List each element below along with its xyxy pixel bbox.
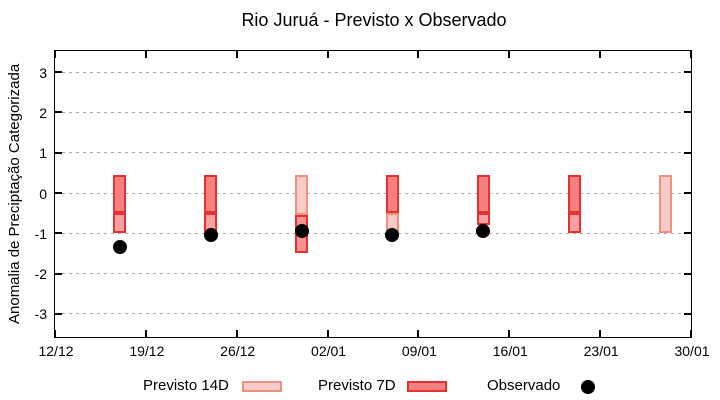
- plot-area: [54, 50, 692, 338]
- x-tick-bottom: [417, 330, 420, 337]
- x-tick-top: [417, 51, 420, 58]
- x-tick-bottom: [599, 330, 602, 337]
- x-tick-label: 23/01: [583, 343, 619, 359]
- x-tick-bottom: [508, 330, 511, 337]
- gridline-y-3: [55, 71, 691, 73]
- x-tick-top: [144, 51, 147, 58]
- x-tick-top: [326, 51, 329, 58]
- legend-swatch-previsto-7d-icon: [407, 381, 447, 392]
- x-tick-bottom: [54, 330, 56, 337]
- x-tick-top: [599, 51, 602, 58]
- x-tick-bottom: [326, 330, 329, 337]
- forecast-bar-7d: [567, 174, 581, 214]
- gridline-y--2: [55, 273, 691, 275]
- y-tick-left: [55, 272, 62, 275]
- forecast-bar-7d: [113, 174, 127, 214]
- x-tick-label: 19/12: [129, 343, 165, 359]
- y-tick-right: [684, 272, 691, 275]
- legend-label-observado: Observado: [487, 377, 561, 394]
- observed-dot: [385, 228, 400, 243]
- legend-observed-dot-icon: [581, 380, 595, 394]
- forecast-bar-7d: [567, 213, 581, 234]
- x-tick-top: [690, 51, 692, 58]
- y-tick-label: 0: [39, 185, 47, 202]
- x-tick-top: [235, 51, 238, 58]
- x-tick-label: 12/12: [38, 343, 74, 359]
- y-tick-right: [684, 192, 691, 194]
- y-tick-right: [684, 232, 691, 235]
- y-tick-left: [55, 312, 62, 315]
- observed-dot: [476, 224, 491, 239]
- legend-label-previsto-14d: Previsto 14D: [143, 377, 229, 394]
- y-tick-label: -1: [34, 225, 47, 242]
- observed-dot: [203, 228, 218, 243]
- forecast-bar-14d: [295, 174, 309, 216]
- x-tick-bottom: [235, 330, 238, 337]
- x-tick-bottom: [690, 330, 692, 337]
- observed-dot: [294, 224, 309, 239]
- y-tick-label: 1: [39, 145, 47, 162]
- y-tick-right: [684, 71, 691, 73]
- chart-title: Rio Juruá - Previsto x Observado: [241, 10, 507, 30]
- y-tick-label: -3: [34, 306, 47, 323]
- y-tick-left: [55, 232, 62, 235]
- chart-legend: Previsto 14D Previsto 7D Observado: [0, 368, 720, 398]
- x-tick-label: 30/01: [674, 343, 710, 359]
- forecast-bar-7d: [113, 213, 127, 234]
- x-tick-bottom: [144, 330, 147, 337]
- forecast-bar-14d: [658, 174, 672, 234]
- forecast-bar-7d: [476, 213, 490, 226]
- y-tick-left: [55, 151, 62, 154]
- x-tick-label: 02/01: [311, 343, 347, 359]
- y-tick-left: [55, 192, 62, 194]
- forecast-bar-7d: [204, 174, 218, 214]
- y-tick-right: [684, 111, 691, 114]
- x-tick-label: 26/12: [220, 343, 256, 359]
- y-tick-right: [684, 312, 691, 315]
- x-tick-top: [54, 51, 56, 58]
- y-tick-label: -2: [34, 266, 47, 283]
- legend-swatch-previsto-14d-icon: [242, 381, 282, 392]
- gridline-y-2: [55, 111, 691, 113]
- y-tick-label: 3: [39, 64, 47, 81]
- observed-dot: [112, 240, 127, 255]
- gridline-y-1: [55, 152, 691, 154]
- legend-label-previsto-7d: Previsto 7D: [318, 377, 396, 394]
- forecast-bar-7d: [385, 174, 399, 214]
- gridline-y--3: [55, 313, 691, 315]
- x-tick-top: [508, 51, 511, 58]
- y-tick-label: 2: [39, 104, 47, 121]
- y-tick-left: [55, 71, 62, 73]
- x-tick-label: 16/01: [492, 343, 528, 359]
- forecast-bar-7d: [476, 174, 490, 214]
- gridline-y-0: [55, 192, 691, 194]
- x-tick-label: 09/01: [401, 343, 437, 359]
- y-tick-left: [55, 111, 62, 114]
- gridline-y--1: [55, 232, 691, 234]
- y-tick-right: [684, 151, 691, 154]
